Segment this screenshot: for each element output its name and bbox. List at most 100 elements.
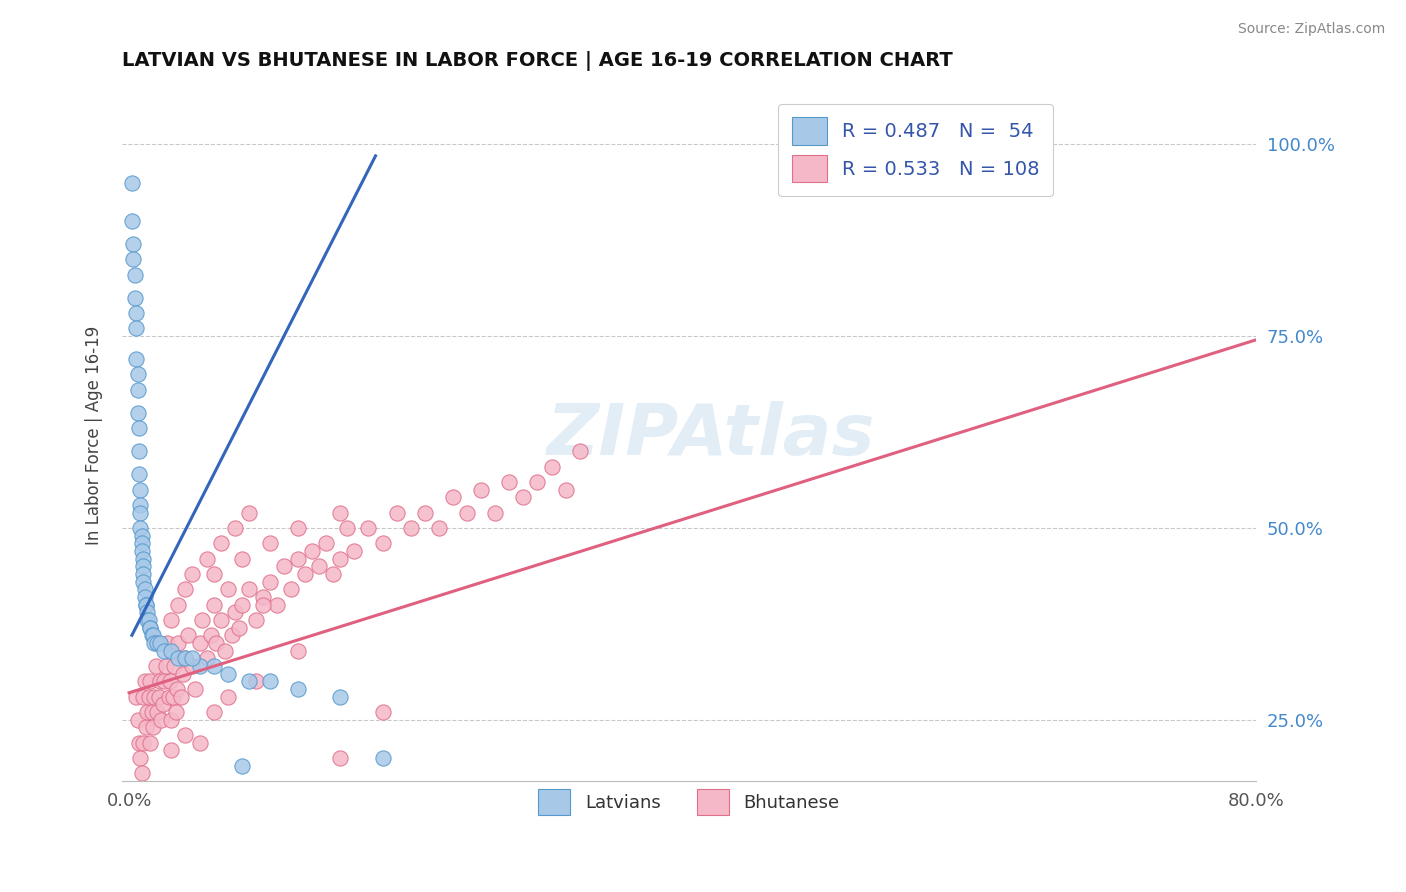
Point: [427, 521, 450, 535]
Point: [174, 651, 197, 665]
Point: [456, 506, 478, 520]
Point: [371, 536, 394, 550]
Point: [136, 613, 159, 627]
Point: [138, 613, 160, 627]
Point: [129, 498, 152, 512]
Point: [167, 636, 190, 650]
Point: [498, 475, 520, 489]
Point: [138, 690, 160, 704]
Point: [122, 252, 145, 267]
Point: [132, 574, 155, 589]
Point: [217, 582, 239, 597]
Point: [259, 536, 281, 550]
Point: [149, 636, 172, 650]
Point: [145, 659, 167, 673]
Point: [238, 674, 260, 689]
Point: [128, 467, 150, 482]
Point: [526, 475, 548, 489]
Point: [512, 490, 534, 504]
Point: [413, 506, 436, 520]
Point: [259, 674, 281, 689]
Point: [224, 605, 246, 619]
Point: [150, 713, 173, 727]
Text: LATVIAN VS BHUTANESE IN LABOR FORCE | AGE 16-19 CORRELATION CHART: LATVIAN VS BHUTANESE IN LABOR FORCE | AG…: [122, 51, 953, 70]
Point: [195, 651, 218, 665]
Point: [287, 643, 309, 657]
Point: [129, 521, 152, 535]
Point: [287, 681, 309, 696]
Point: [205, 636, 228, 650]
Point: [132, 690, 155, 704]
Point: [301, 544, 323, 558]
Point: [155, 659, 177, 673]
Point: [162, 690, 184, 704]
Point: [135, 720, 157, 734]
Point: [129, 751, 152, 765]
Point: [125, 321, 148, 335]
Point: [221, 628, 243, 642]
Point: [131, 766, 153, 780]
Point: [134, 674, 156, 689]
Point: [131, 528, 153, 542]
Point: [174, 728, 197, 742]
Point: [135, 598, 157, 612]
Point: [470, 483, 492, 497]
Point: [129, 506, 152, 520]
Point: [121, 214, 143, 228]
Point: [200, 628, 222, 642]
Point: [217, 690, 239, 704]
Point: [329, 690, 352, 704]
Point: [122, 237, 145, 252]
Y-axis label: In Labor Force | Age 16-19: In Labor Force | Age 16-19: [86, 326, 103, 546]
Point: [224, 521, 246, 535]
Point: [146, 705, 169, 719]
Point: [554, 483, 576, 497]
Point: [160, 613, 183, 627]
Point: [568, 444, 591, 458]
Point: [214, 643, 236, 657]
Point: [141, 628, 163, 642]
Point: [371, 751, 394, 765]
Point: [125, 352, 148, 367]
Point: [280, 582, 302, 597]
Point: [127, 383, 149, 397]
Point: [322, 566, 344, 581]
Point: [238, 506, 260, 520]
Point: [357, 521, 380, 535]
Point: [139, 736, 162, 750]
Text: Source: ZipAtlas.com: Source: ZipAtlas.com: [1237, 22, 1385, 37]
Point: [125, 690, 148, 704]
Point: [266, 598, 288, 612]
Point: [540, 459, 562, 474]
Point: [174, 582, 197, 597]
Point: [128, 421, 150, 435]
Point: [238, 582, 260, 597]
Point: [167, 651, 190, 665]
Point: [166, 681, 188, 696]
Point: [149, 674, 172, 689]
Point: [170, 690, 193, 704]
Point: [136, 705, 159, 719]
Point: [287, 521, 309, 535]
Point: [188, 636, 211, 650]
Point: [188, 736, 211, 750]
Point: [181, 651, 204, 665]
Point: [142, 720, 165, 734]
Point: [315, 536, 337, 550]
Point: [163, 659, 186, 673]
Point: [329, 506, 352, 520]
Point: [336, 521, 359, 535]
Point: [252, 590, 274, 604]
Point: [195, 551, 218, 566]
Point: [139, 621, 162, 635]
Point: [153, 643, 176, 657]
Point: [131, 536, 153, 550]
Point: [484, 506, 506, 520]
Point: [132, 559, 155, 574]
Point: [141, 705, 163, 719]
Point: [181, 566, 204, 581]
Point: [245, 613, 267, 627]
Point: [231, 758, 253, 772]
Point: [146, 636, 169, 650]
Point: [153, 674, 176, 689]
